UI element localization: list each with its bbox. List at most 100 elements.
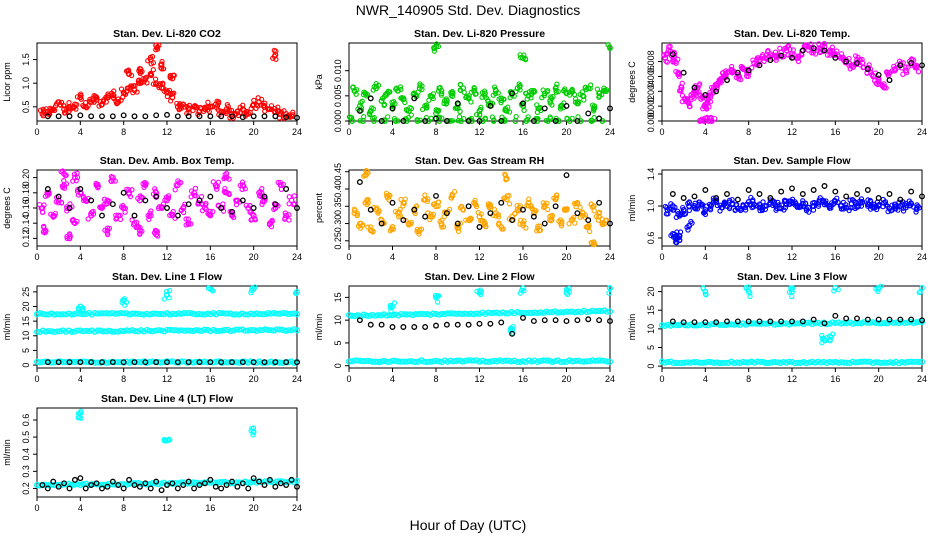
data-point bbox=[239, 197, 246, 204]
data-point bbox=[690, 322, 697, 329]
data-point bbox=[169, 480, 176, 487]
data-point bbox=[858, 203, 865, 209]
chart-title: Stan. Dev. Sample Flow bbox=[733, 155, 851, 167]
data-point bbox=[378, 220, 385, 227]
data-point bbox=[79, 307, 85, 314]
data-point bbox=[146, 213, 152, 220]
x-tick-label: 4 bbox=[78, 127, 83, 137]
data-point bbox=[574, 210, 581, 217]
data-point bbox=[603, 217, 610, 223]
data-point bbox=[679, 92, 686, 99]
data-point bbox=[776, 205, 782, 212]
data-point bbox=[551, 308, 559, 315]
x-tick-label: 16 bbox=[205, 127, 215, 137]
data-point bbox=[33, 481, 41, 489]
data-point bbox=[674, 208, 681, 214]
y-tick-label: 10 bbox=[333, 315, 343, 325]
data-point bbox=[779, 54, 785, 60]
data-point bbox=[115, 482, 122, 488]
data-point bbox=[250, 311, 257, 318]
data-point bbox=[160, 66, 167, 72]
data-point bbox=[745, 284, 752, 290]
data-point bbox=[450, 310, 457, 317]
data-point bbox=[574, 357, 582, 364]
data-point bbox=[122, 209, 128, 215]
data-point bbox=[366, 312, 373, 320]
data-point bbox=[676, 359, 683, 367]
data-point bbox=[850, 64, 856, 70]
data-point bbox=[566, 357, 573, 364]
data-point bbox=[158, 65, 164, 71]
y-tick-label: 0 bbox=[646, 364, 656, 369]
data-point bbox=[132, 310, 139, 317]
data-point bbox=[751, 359, 758, 366]
data-point bbox=[61, 110, 68, 116]
data-point bbox=[380, 311, 387, 318]
data-point bbox=[731, 359, 738, 367]
data-point bbox=[120, 112, 127, 119]
y-tick-label: 1.0 bbox=[646, 200, 656, 213]
data-point bbox=[456, 310, 463, 317]
data-point bbox=[775, 199, 781, 206]
data-point bbox=[392, 117, 399, 124]
data-point bbox=[525, 114, 531, 120]
data-point bbox=[427, 311, 434, 318]
data-point bbox=[444, 358, 451, 365]
data-point bbox=[684, 359, 692, 366]
data-point bbox=[359, 98, 365, 104]
data-point bbox=[901, 359, 908, 366]
series-all-samples bbox=[37, 42, 296, 122]
data-point bbox=[207, 311, 214, 318]
data-point bbox=[155, 310, 162, 318]
data-point bbox=[506, 201, 513, 207]
data-point bbox=[372, 358, 379, 365]
data-point bbox=[42, 229, 49, 235]
data-point bbox=[55, 359, 62, 366]
data-point bbox=[162, 438, 168, 444]
data-point bbox=[903, 68, 909, 74]
data-point bbox=[74, 170, 80, 176]
data-point bbox=[453, 357, 460, 364]
data-point bbox=[733, 202, 739, 208]
data-point bbox=[551, 195, 557, 201]
x-tick-label: 0 bbox=[34, 503, 39, 513]
x-axis-label: Hour of Day (UTC) bbox=[409, 517, 527, 533]
data-point bbox=[824, 202, 830, 208]
data-point bbox=[120, 327, 127, 335]
data-point bbox=[658, 322, 666, 329]
data-point bbox=[124, 85, 131, 91]
data-point bbox=[607, 44, 613, 50]
data-point bbox=[282, 215, 288, 221]
data-point bbox=[408, 105, 415, 112]
data-point bbox=[495, 211, 501, 218]
data-point bbox=[840, 319, 848, 327]
data-point bbox=[676, 213, 682, 219]
x-tick-label: 8 bbox=[121, 127, 126, 137]
data-point bbox=[902, 200, 909, 207]
data-point bbox=[511, 357, 518, 364]
data-point bbox=[560, 358, 567, 366]
data-point bbox=[511, 310, 518, 317]
data-point bbox=[517, 206, 523, 213]
data-point bbox=[109, 201, 116, 208]
data-point bbox=[135, 358, 142, 366]
x-tick-label: 8 bbox=[121, 252, 126, 262]
data-point bbox=[821, 198, 827, 204]
data-point bbox=[834, 48, 840, 54]
data-point bbox=[588, 82, 594, 88]
data-point bbox=[765, 359, 772, 367]
data-point bbox=[817, 359, 824, 366]
data-point bbox=[465, 203, 472, 210]
data-point bbox=[434, 299, 441, 305]
data-point bbox=[855, 358, 862, 366]
data-point bbox=[513, 113, 519, 120]
data-point bbox=[577, 118, 584, 124]
data-point bbox=[919, 317, 925, 324]
data-point bbox=[94, 327, 101, 334]
data-point bbox=[158, 487, 165, 494]
data-point bbox=[778, 52, 785, 59]
data-point bbox=[852, 359, 859, 366]
data-point bbox=[422, 213, 429, 220]
data-point bbox=[163, 288, 170, 295]
